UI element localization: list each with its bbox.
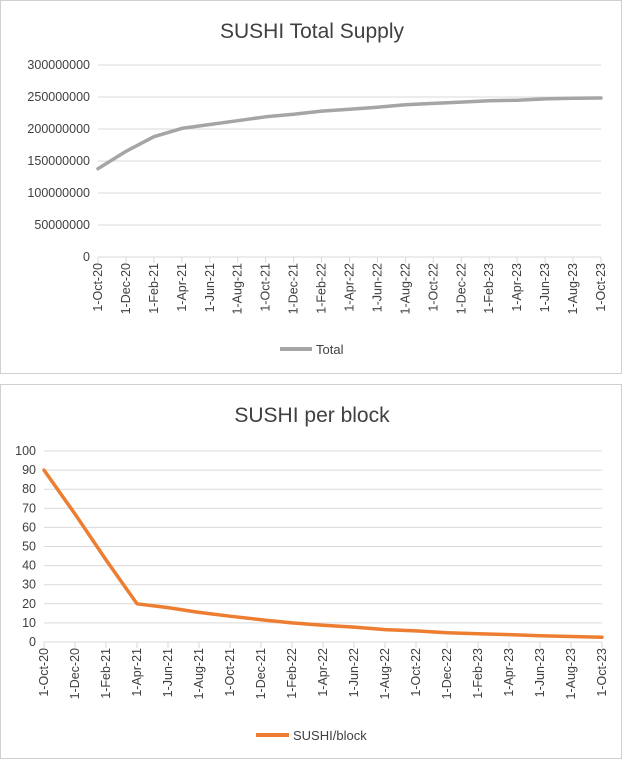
x-tick-label: 1-Oct-20 bbox=[91, 263, 105, 312]
series-line bbox=[42, 468, 604, 639]
x-tick-label: 1-Feb-21 bbox=[99, 648, 113, 699]
series-total bbox=[96, 96, 603, 171]
sushi-per-block-chart-panel: SUSHI per block 0 10 20 30 40 50 60 70 80 90 100 1… bbox=[0, 384, 622, 759]
x-tick-label: 1-Apr-21 bbox=[130, 648, 144, 697]
x-axis: 1-Oct-20 1-Dec-20 1-Feb-21 1-Apr-21 1-Jun-21… bbox=[37, 642, 609, 699]
x-tick-label: 1-Aug-21 bbox=[192, 648, 206, 699]
x-tick-label: 1-Apr-23 bbox=[502, 648, 516, 697]
x-tick-label: 1-Feb-22 bbox=[285, 648, 299, 699]
x-tick-label: 1-Oct-21 bbox=[259, 263, 273, 312]
x-tick-label: 1-Aug-23 bbox=[564, 648, 578, 699]
x-tick-label: 1-Aug-22 bbox=[378, 648, 392, 699]
grid bbox=[98, 64, 601, 258]
series-line bbox=[96, 96, 603, 171]
grid bbox=[44, 450, 602, 643]
x-tick-label: 1-Jun-23 bbox=[533, 648, 547, 697]
x-tick-label: 1-Aug-21 bbox=[231, 263, 245, 314]
x-tick-label: 1-Aug-23 bbox=[566, 263, 580, 314]
y-tick-label: 300000000 bbox=[27, 58, 90, 72]
y-tick-label: 250000000 bbox=[27, 90, 90, 104]
x-tick-label: 1-Aug-22 bbox=[398, 263, 412, 314]
y-tick-label: 90 bbox=[22, 463, 36, 477]
y-tick-label: 70 bbox=[22, 501, 36, 515]
series-sushi-per-block bbox=[42, 468, 604, 639]
y-tick-label: 60 bbox=[22, 520, 36, 534]
x-tick-label: 1-Feb-23 bbox=[471, 648, 485, 699]
x-tick-label: 1-Dec-21 bbox=[254, 648, 268, 699]
x-tick-label: 1-Oct-23 bbox=[595, 648, 609, 697]
y-tick-label: 50 bbox=[22, 540, 36, 554]
x-tick-label: 1-Dec-20 bbox=[119, 263, 133, 314]
x-tick-label: 1-Jun-22 bbox=[370, 263, 384, 312]
total-supply-chart-panel: SUSHI Total Supply 0 50000000 100000000 150… bbox=[0, 0, 622, 374]
y-tick-label: 50000000 bbox=[34, 218, 90, 232]
x-tick-label: 1-Apr-22 bbox=[343, 263, 357, 312]
x-tick-label: 1-Jun-21 bbox=[203, 263, 217, 312]
y-tick-label: 100000000 bbox=[27, 186, 90, 200]
x-tick-label: 1-Oct-22 bbox=[426, 263, 440, 312]
x-tick-label: 1-Jun-22 bbox=[347, 648, 361, 697]
x-tick-label: 1-Dec-22 bbox=[440, 648, 454, 699]
x-tick-label: 1-Apr-23 bbox=[510, 263, 524, 312]
x-tick-label: 1-Jun-21 bbox=[161, 648, 175, 697]
y-tick-label: 20 bbox=[22, 597, 36, 611]
x-tick-label: 1-Oct-20 bbox=[37, 648, 51, 697]
x-tick-label: 1-Oct-22 bbox=[409, 648, 423, 697]
y-tick-label: 30 bbox=[22, 578, 36, 592]
y-axis: 0 10 20 30 40 50 60 70 80 90 100 bbox=[15, 444, 36, 649]
x-tick-label: 1-Apr-22 bbox=[316, 648, 330, 697]
chart-title: SUSHI per block bbox=[234, 404, 390, 427]
x-tick-label: 1-Feb-21 bbox=[147, 263, 161, 314]
legend-label-sushi-per-block: SUSHI/block bbox=[293, 728, 367, 743]
y-tick-label: 10 bbox=[22, 616, 36, 630]
x-axis: 1-Oct-20 1-Dec-20 1-Feb-21 1-Apr-21 1-Jun-21… bbox=[91, 257, 608, 314]
y-tick-label: 80 bbox=[22, 482, 36, 496]
y-axis: 0 50000000 100000000 150000000 200000000 2500… bbox=[27, 58, 90, 264]
x-tick-label: 1-Oct-21 bbox=[223, 648, 237, 697]
legend: Total bbox=[280, 342, 344, 357]
sushi-per-block-chart: SUSHI per block 0 10 20 30 40 50 60 70 80 90 100 1… bbox=[15, 404, 609, 743]
total-supply-chart: SUSHI Total Supply 0 50000000 100000000 150… bbox=[27, 20, 608, 357]
y-tick-label: 100 bbox=[15, 444, 36, 458]
y-tick-label: 200000000 bbox=[27, 122, 90, 136]
y-tick-label: 0 bbox=[29, 635, 36, 649]
x-tick-label: 1-Dec-21 bbox=[287, 263, 301, 314]
x-tick-label: 1-Dec-20 bbox=[68, 648, 82, 699]
x-tick-label: 1-Jun-23 bbox=[538, 263, 552, 312]
chart-title: SUSHI Total Supply bbox=[220, 20, 405, 43]
legend-label-total: Total bbox=[316, 342, 344, 357]
x-tick-label: 1-Feb-23 bbox=[482, 263, 496, 314]
x-tick-label: 1-Dec-22 bbox=[454, 263, 468, 314]
legend: SUSHI/block bbox=[256, 728, 367, 743]
x-tick-label: 1-Oct-23 bbox=[594, 263, 608, 312]
y-tick-label: 150000000 bbox=[27, 154, 90, 168]
x-tick-label: 1-Feb-22 bbox=[315, 263, 329, 314]
y-tick-label: 40 bbox=[22, 559, 36, 573]
x-tick-label: 1-Apr-21 bbox=[175, 263, 189, 312]
y-tick-label: 0 bbox=[83, 250, 90, 264]
